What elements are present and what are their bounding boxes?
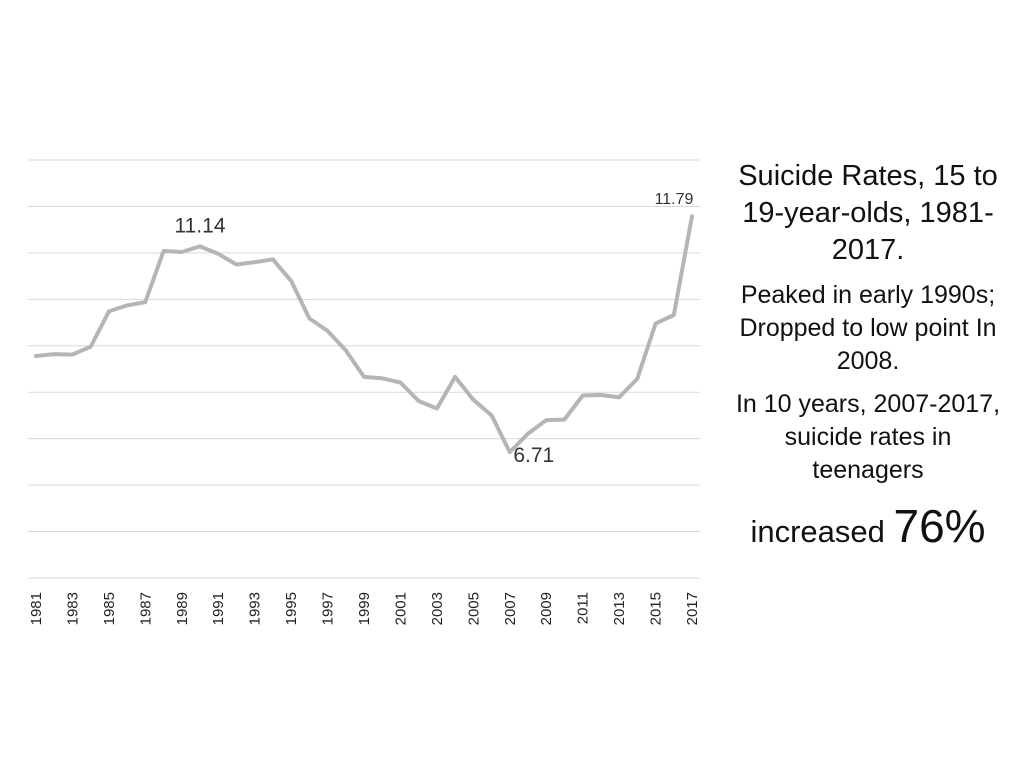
data-point-2003 xyxy=(435,406,439,410)
data-point-1994 xyxy=(271,257,275,261)
data-point-2016 xyxy=(672,313,676,317)
data-point-2011 xyxy=(581,393,585,397)
x-tick-label: 2001 xyxy=(392,592,409,625)
x-tick-label: 2009 xyxy=(538,592,555,625)
increase-callout: increased 76% xyxy=(732,501,1004,557)
data-point-1993 xyxy=(253,260,257,264)
ten-year-summary-text: In 10 years, 2007-2017, suicide rates in… xyxy=(735,390,1001,484)
data-point-1982 xyxy=(52,352,56,356)
data-point-2009 xyxy=(544,418,548,422)
x-tick-label: 1987 xyxy=(137,592,154,625)
increase-percent: 76% xyxy=(893,500,986,552)
x-tick-label: 2017 xyxy=(684,592,701,625)
data-point-1999 xyxy=(362,375,366,379)
data-point-2004 xyxy=(453,375,457,379)
x-tick-label: 2003 xyxy=(429,592,446,625)
x-tick-label: 2015 xyxy=(648,592,665,625)
peak-summary-text: Peaked in early 1990s; Dropped to low po… xyxy=(739,281,997,375)
x-tick-label: 2005 xyxy=(465,592,482,625)
data-point-2005 xyxy=(471,398,475,402)
data-point-2002 xyxy=(417,399,421,403)
x-tick-label: 1995 xyxy=(283,592,300,625)
data-point-2007 xyxy=(508,450,512,454)
data-point-2014 xyxy=(635,377,639,381)
data-point-2013 xyxy=(617,395,621,399)
x-tick-label: 2007 xyxy=(502,592,519,625)
data-point-2000 xyxy=(380,376,384,380)
data-point-2010 xyxy=(562,418,566,422)
data-point-1998 xyxy=(344,348,348,352)
data-label-2007: 6.71 xyxy=(513,444,554,467)
gridlines xyxy=(28,159,700,579)
x-tick-label: 1997 xyxy=(320,592,337,625)
data-point-2012 xyxy=(599,393,603,397)
x-tick-label: 1985 xyxy=(101,592,118,625)
x-tick-label: 2011 xyxy=(575,592,592,624)
data-point-2017 xyxy=(690,214,694,218)
x-tick-label: 1991 xyxy=(210,592,227,625)
data-point-2015 xyxy=(654,321,658,325)
data-point-1987 xyxy=(143,300,147,304)
x-tick-label: 1989 xyxy=(174,592,191,625)
data-point-1996 xyxy=(307,316,311,320)
side-text-panel: Suicide Rates, 15 to 19-year-olds, 1981-… xyxy=(732,158,1004,557)
x-tick-label: 2013 xyxy=(611,592,628,625)
x-tick-label: 1983 xyxy=(64,592,81,625)
data-label-2017: 11.79 xyxy=(655,191,694,208)
data-point-1991 xyxy=(216,252,220,256)
data-point-1988 xyxy=(162,249,166,253)
x-tick-label: 1981 xyxy=(28,592,45,625)
data-point-2006 xyxy=(490,413,494,417)
data-point-1997 xyxy=(326,329,330,333)
x-tick-label: 1993 xyxy=(247,592,264,625)
data-point-1992 xyxy=(234,263,238,267)
series-line-suicide-rate xyxy=(34,214,694,455)
data-point-1986 xyxy=(125,303,129,307)
data-label-1990: 11.14 xyxy=(175,214,226,237)
data-point-2001 xyxy=(398,380,402,384)
data-point-1981 xyxy=(34,354,38,358)
data-labels: 11.14 6.71 11.79 xyxy=(175,191,694,467)
data-point-1983 xyxy=(70,353,74,357)
data-point-1984 xyxy=(89,345,93,349)
data-point-1990 xyxy=(198,244,202,248)
data-point-1989 xyxy=(180,250,184,254)
data-point-1985 xyxy=(107,309,111,313)
increase-word: increased xyxy=(750,514,885,549)
x-axis-tick-labels: 1981 1983 1985 1987 1989 1991 1993 1995 1997 1999… xyxy=(28,592,701,625)
data-point-2008 xyxy=(526,432,530,436)
x-tick-label: 1999 xyxy=(356,592,373,625)
chart-title: Suicide Rates, 15 to 19-year-olds, 1981-… xyxy=(738,160,998,266)
data-point-1995 xyxy=(289,279,293,283)
